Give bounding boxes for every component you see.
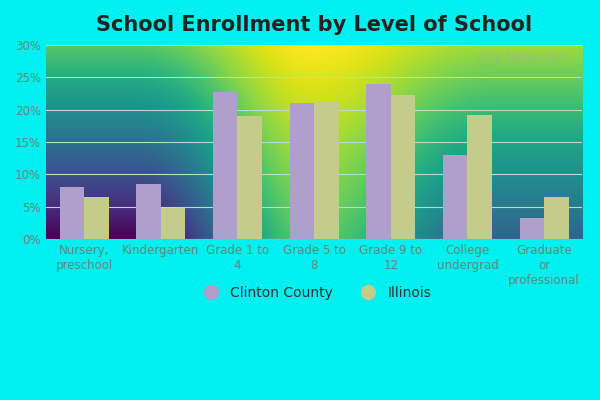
Bar <box>213 92 238 239</box>
Bar <box>290 103 314 239</box>
Bar <box>366 84 391 239</box>
Bar <box>238 116 262 239</box>
Bar <box>467 115 492 239</box>
Bar <box>84 197 109 239</box>
Bar <box>136 184 161 239</box>
Text: City-Data.com: City-Data.com <box>478 51 566 64</box>
Bar <box>443 155 467 239</box>
Bar <box>59 187 84 239</box>
Bar <box>520 218 544 239</box>
Title: School Enrollment by Level of School: School Enrollment by Level of School <box>96 15 532 35</box>
Bar <box>161 208 185 239</box>
Legend: Clinton County, Illinois: Clinton County, Illinois <box>191 280 437 306</box>
Bar <box>314 101 338 239</box>
Bar <box>544 197 569 239</box>
Bar <box>391 95 415 239</box>
